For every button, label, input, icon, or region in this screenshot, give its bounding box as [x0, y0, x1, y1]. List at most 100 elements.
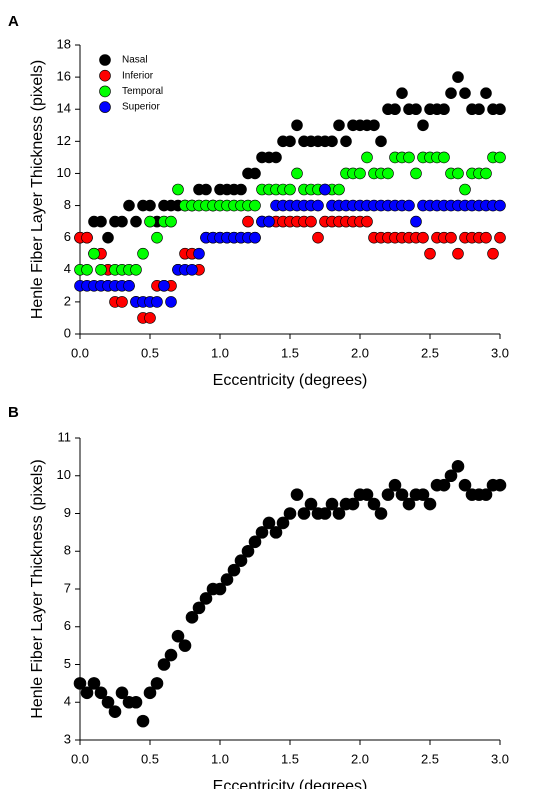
data-point [137, 247, 149, 260]
data-point [213, 582, 227, 596]
data-point [410, 103, 422, 116]
y-tick-label: 14 [57, 101, 71, 116]
y-tick-label: 18 [57, 36, 71, 51]
data-point [410, 215, 422, 228]
data-point [81, 263, 93, 276]
data-point [291, 167, 303, 180]
y-tick-label: 6 [64, 618, 71, 633]
data-point [270, 151, 282, 164]
y-tick-label: 7 [64, 580, 71, 595]
legend-marker [99, 54, 111, 66]
y-axis-title: Henle Fiber Layer Thickness (pixels) [29, 459, 46, 718]
x-tick-label: 3.0 [491, 345, 509, 360]
data-point [361, 215, 373, 228]
data-point [234, 554, 248, 567]
data-point [87, 677, 101, 690]
data-point [319, 183, 331, 196]
data-point [123, 199, 135, 212]
panel-label: A [8, 13, 19, 30]
panel-label: B [8, 404, 19, 421]
legend-marker [99, 85, 111, 98]
data-point [360, 488, 374, 501]
data-point [283, 507, 297, 520]
data-point [480, 87, 492, 99]
data-point [423, 497, 437, 511]
x-tick-label: 0.0 [71, 345, 89, 360]
data-point [494, 151, 506, 164]
y-tick-label: 10 [57, 467, 71, 482]
data-point [241, 544, 255, 558]
data-point [389, 103, 401, 116]
data-point [333, 119, 345, 132]
y-tick-label: 2 [64, 293, 71, 308]
y-tick-label: 4 [64, 694, 71, 709]
data-point [151, 231, 163, 244]
x-tick-label: 3.0 [491, 751, 509, 766]
data-point [102, 231, 114, 244]
data-point [116, 296, 128, 308]
data-point [130, 215, 142, 228]
x-tick-label: 0.0 [71, 751, 89, 766]
data-point [178, 639, 192, 652]
data-point [445, 87, 457, 99]
data-point [144, 199, 156, 212]
data-point [367, 497, 381, 511]
data-point [374, 507, 388, 520]
x-tick-label: 0.5 [141, 345, 159, 360]
data-point [437, 478, 451, 492]
data-point [227, 563, 241, 577]
data-point [116, 215, 128, 228]
data-point [115, 686, 129, 700]
data-point [186, 263, 198, 276]
data-point [395, 488, 409, 501]
data-point [157, 658, 171, 671]
data-point [123, 280, 135, 292]
y-tick-label: 6 [64, 229, 71, 244]
data-point [410, 167, 422, 180]
data-point [144, 312, 156, 324]
data-point [143, 686, 157, 700]
data-point [88, 247, 100, 260]
data-point [248, 535, 262, 549]
data-point [255, 526, 269, 539]
data-point [150, 677, 164, 690]
data-point [493, 478, 507, 492]
data-point [263, 215, 275, 228]
data-point [402, 497, 416, 511]
data-point [333, 183, 345, 196]
y-tick-label: 12 [57, 133, 71, 148]
data-point [199, 592, 213, 605]
data-point [458, 478, 472, 492]
data-point [459, 183, 471, 196]
data-point [94, 686, 108, 700]
data-point [200, 183, 212, 196]
data-point [487, 247, 499, 260]
x-tick-label: 2.0 [351, 345, 369, 360]
x-tick-label: 1.5 [281, 751, 299, 766]
data-point [388, 478, 402, 492]
legend-label: Temporal [122, 86, 163, 97]
data-point [480, 167, 492, 180]
legend-label: Nasal [122, 55, 148, 66]
data-point [451, 460, 465, 473]
y-tick-label: 8 [64, 543, 71, 558]
y-tick-label: 9 [64, 505, 71, 520]
data-point [101, 695, 115, 709]
data-point [290, 488, 304, 501]
y-tick-label: 8 [64, 197, 71, 212]
y-axis-title: Henle Fiber Layer Thickness (pixels) [29, 60, 46, 319]
data-point [403, 151, 415, 164]
data-point [326, 135, 338, 148]
data-point [269, 526, 283, 539]
data-point [438, 103, 450, 116]
data-point [445, 231, 457, 244]
data-point [403, 199, 415, 212]
data-point [185, 611, 199, 624]
x-tick-label: 1.0 [211, 751, 229, 766]
data-point [136, 714, 150, 728]
data-point [416, 488, 430, 501]
legend-label: Inferior [122, 70, 154, 81]
data-point [291, 119, 303, 132]
data-point [220, 573, 234, 586]
